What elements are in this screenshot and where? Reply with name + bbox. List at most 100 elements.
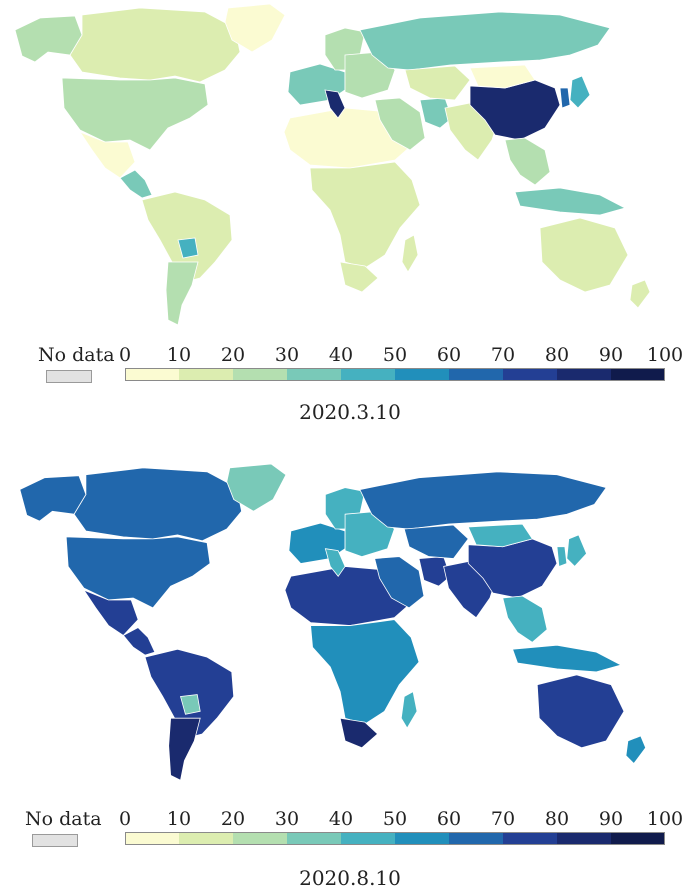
region-usa	[65, 536, 211, 609]
legend-1: No data 0 10 20 30 40 50 60 70 80 90 100	[0, 340, 700, 390]
region-new-zealand	[629, 279, 651, 309]
no-data-swatch	[32, 834, 78, 847]
region-south-america	[144, 648, 235, 739]
region-greenland	[226, 463, 287, 512]
region-korea	[559, 87, 571, 109]
region-russia	[359, 11, 611, 71]
region-madagascar	[400, 690, 418, 729]
legend-bin-4	[341, 832, 395, 845]
map-panel-2: No data 0 10 20 30 40 50 60 70 80 90 100 2020.8.10	[0, 460, 700, 892]
legend-bin-2	[233, 368, 287, 381]
legend-tick-20: 20	[220, 808, 246, 830]
region-paraguay	[177, 237, 199, 259]
region-greenland	[224, 3, 286, 53]
region-central-america	[122, 627, 156, 656]
map-date-2: 2020.8.10	[299, 866, 401, 890]
legend-bin-3	[287, 368, 341, 381]
legend-bin-5	[395, 832, 449, 845]
legend-bin-4	[341, 368, 395, 381]
legend-tick-0: 0	[118, 344, 132, 366]
legend-bin-9	[611, 368, 665, 381]
region-middle-east	[374, 556, 425, 609]
region-south-africa	[339, 261, 379, 293]
region-russia	[359, 471, 607, 530]
region-italy	[324, 548, 346, 577]
region-north-africa	[283, 107, 413, 169]
legend-tick-30: 30	[274, 344, 300, 366]
legend-tick-100: 100	[646, 808, 684, 830]
legend-tick-70: 70	[490, 344, 516, 366]
legend-bin-5	[395, 368, 449, 381]
legend-tick-10: 10	[166, 808, 192, 830]
no-data-label: No data	[25, 808, 102, 830]
legend-tick-0: 0	[118, 808, 132, 830]
legend-tick-90: 90	[598, 808, 624, 830]
region-indonesia	[514, 187, 627, 216]
legend-tick-40: 40	[328, 808, 354, 830]
region-alaska	[14, 15, 83, 63]
world-map-1	[14, 3, 651, 326]
region-japan	[569, 75, 591, 109]
legend-tick-60: 60	[436, 344, 462, 366]
legend-tick-90: 90	[598, 344, 624, 366]
region-usa	[61, 77, 209, 151]
region-japan	[566, 534, 587, 568]
region-sub-saharan-africa	[310, 619, 420, 725]
legend-tick-50: 50	[382, 808, 408, 830]
legend-tick-100: 100	[646, 344, 684, 366]
legend-bin-1	[179, 368, 233, 381]
legend-bin-3	[287, 832, 341, 845]
legend-tick-50: 50	[382, 344, 408, 366]
region-central-asia	[403, 524, 469, 559]
region-mexico	[78, 131, 136, 179]
legend-bin-9	[611, 832, 665, 845]
region-indonesia	[512, 644, 623, 673]
no-data-swatch	[46, 370, 92, 383]
legend-bin-6	[449, 368, 503, 381]
region-mongolia	[467, 523, 533, 548]
region-australia	[536, 674, 625, 749]
region-argentina	[165, 261, 199, 326]
region-canada	[69, 7, 241, 83]
region-madagascar	[401, 234, 419, 273]
legend-tick-10: 10	[166, 344, 192, 366]
legend-bin-8	[557, 832, 611, 845]
region-mexico	[82, 589, 139, 636]
region-new-zealand	[625, 735, 647, 765]
map-date-1: 2020.3.10	[299, 400, 401, 424]
region-central-asia	[404, 65, 471, 101]
legend-2: No data 0 10 20 30 40 50 60 70 80 90 100	[0, 800, 700, 850]
legend-tick-60: 60	[436, 808, 462, 830]
region-southeast-asia	[504, 137, 551, 186]
legend-bin-6	[449, 832, 503, 845]
world-map-2	[19, 463, 647, 781]
legend-tick-20: 20	[220, 344, 246, 366]
legend-tick-70: 70	[490, 808, 516, 830]
region-mongolia	[469, 64, 536, 89]
legend-tick-80: 80	[544, 808, 570, 830]
region-central-america	[119, 169, 153, 199]
legend-tick-30: 30	[274, 808, 300, 830]
legend-bin-0	[125, 368, 179, 381]
region-north-africa	[284, 566, 412, 626]
region-canada	[73, 467, 243, 542]
legend-bin-7	[503, 832, 557, 845]
region-alaska	[19, 475, 87, 522]
region-paraguay	[179, 694, 201, 715]
legend-bin-0	[125, 832, 179, 845]
legend-bin-8	[557, 368, 611, 381]
legend-tick-80: 80	[544, 344, 570, 366]
legend-tick-40: 40	[328, 344, 354, 366]
region-southeast-asia	[502, 595, 548, 643]
region-south-africa	[339, 717, 379, 749]
region-south-america	[141, 191, 233, 283]
legend-bin-2	[233, 832, 287, 845]
region-australia	[539, 217, 629, 293]
region-middle-east	[374, 97, 426, 151]
region-sub-saharan-africa	[309, 161, 421, 269]
region-argentina	[168, 717, 201, 781]
no-data-label: No data	[38, 344, 115, 366]
region-korea	[556, 546, 568, 567]
map-panel-1: No data 0 10 20 30 40 50 60 70 80 90 100 2020.3.10	[0, 0, 700, 440]
legend-bin-1	[179, 832, 233, 845]
